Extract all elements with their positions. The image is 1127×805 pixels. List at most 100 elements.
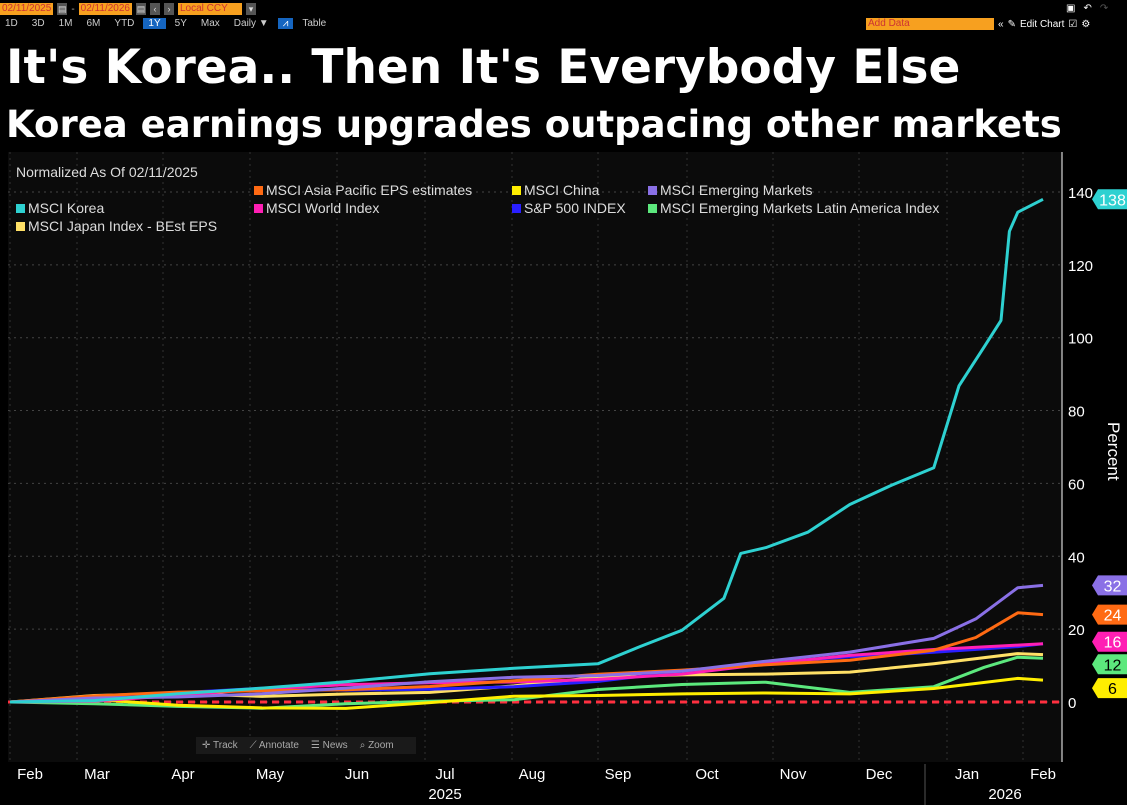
x-tick-label: Jul (435, 766, 454, 783)
series-line-msci-emerging-markets (9, 583, 1044, 704)
legend-label: MSCI Asia Pacific EPS estimates (266, 182, 473, 198)
last-value-label: 24 (1104, 608, 1122, 625)
y-tick-label: 100 (1068, 331, 1093, 348)
x-tick-label: Feb (17, 766, 43, 783)
chevron-down-icon[interactable]: ▾ (245, 3, 256, 15)
range-6m[interactable]: 6M (86, 18, 101, 29)
next-icon[interactable]: › (163, 3, 174, 15)
y-tick-label: 40 (1068, 549, 1085, 566)
range-max[interactable]: Max (200, 18, 220, 29)
edit-chart-button[interactable]: Edit Chart (1019, 18, 1065, 30)
chart-title: It's Korea.. Then It's Everybody Else (6, 40, 961, 95)
last-value-label: 6 (1108, 681, 1117, 698)
last-value-label: 138 (1099, 192, 1126, 209)
range-1m[interactable]: 1M (58, 18, 73, 29)
y-tick-label: 0 (1068, 695, 1076, 712)
pencil-icon: ✎ (1007, 18, 1016, 30)
currency-select[interactable]: Local CCY (177, 3, 242, 15)
tool-track[interactable]: ✛ Track (202, 740, 238, 751)
range-ytd[interactable]: YTD (114, 18, 135, 29)
chart-tools-bar: ✛ Track ⟋ Annotate ☰ News ⌕ Zoom (196, 737, 416, 754)
legend-item[interactable]: MSCI Asia Pacific EPS estimates (254, 182, 472, 198)
x-tick-label: Feb (1030, 766, 1056, 783)
last-value-tag: 138 (1092, 189, 1127, 210)
tool-label: News (322, 740, 348, 751)
legend-item[interactable]: MSCI Japan Index - BEst EPS (16, 218, 217, 234)
y-tick-label: 140 (1068, 185, 1093, 202)
series-line-msci-china (9, 676, 1044, 710)
date-separator: - (71, 3, 75, 15)
tool-annotate[interactable]: ⟋ Annotate (250, 740, 299, 751)
right-toolbar: Add Data « ✎ Edit Chart ☑ ⚙ (866, 18, 1090, 30)
y-tick-label: 60 (1068, 476, 1085, 493)
x-tick-label: Jun (345, 766, 369, 783)
track-icon: ✛ (202, 740, 211, 751)
y-tick-label: 80 (1068, 404, 1085, 421)
tool-news[interactable]: ☰ News (311, 740, 348, 751)
table-button[interactable]: Table (302, 18, 327, 29)
last-value-label: 32 (1104, 578, 1122, 595)
legend-note: Normalized As Of 02/11/2025 (16, 164, 198, 180)
legend-item[interactable]: MSCI Korea (16, 200, 104, 216)
legend-swatch (512, 203, 521, 213)
calendar-icon[interactable]: ▤ (135, 3, 146, 15)
legend-label: MSCI Korea (28, 200, 105, 216)
legend-swatch (254, 203, 263, 213)
prev-icon[interactable]: ‹ (149, 3, 160, 15)
line-chart[interactable]: 0 20 40 60 80 100 120 140 Feb Mar Apr May Jun Jul Aug S… (8, 152, 1127, 805)
zoom-icon: ⌕ (359, 740, 366, 751)
x-tick-label: Jan (955, 766, 979, 783)
range-5y[interactable]: 5Y (174, 18, 187, 29)
y-axis-label: Percent (1104, 422, 1123, 481)
present-icon[interactable]: ▣ (1066, 3, 1076, 14)
x-tick-label: Apr (171, 766, 194, 783)
legend-swatch (16, 221, 25, 231)
y-tick-label: 120 (1068, 258, 1093, 275)
series-line-msci-korea (9, 197, 1044, 704)
end-date-input[interactable]: 02/11/2026 (78, 3, 132, 15)
tool-label: Zoom (368, 740, 394, 751)
frequency-select[interactable]: Daily ▼ (233, 18, 269, 29)
gear-icon[interactable]: ⚙ (1081, 18, 1091, 30)
last-value-tag: 12 (1092, 654, 1127, 675)
last-value-tag: 6 (1092, 678, 1127, 699)
year-label: 2026 (988, 786, 1021, 803)
chart-subtitle: Korea earnings upgrades outpacing other … (6, 103, 1062, 146)
legend-label: S&P 500 INDEX (524, 200, 626, 216)
range-bar: 1D 3D 1M 6M YTD 1Y 5Y Max Daily ▼ ⩘ Table (0, 18, 331, 29)
legend-swatch (16, 203, 25, 213)
legend-item[interactable]: S&P 500 INDEX (512, 200, 626, 216)
x-tick-label: Oct (695, 766, 719, 783)
year-label: 2025 (428, 786, 461, 803)
last-value-label: 16 (1104, 635, 1122, 652)
legend-swatch (648, 203, 657, 213)
calendar-icon[interactable]: ▤ (57, 3, 68, 15)
legend-item[interactable]: MSCI Emerging Markets (648, 182, 812, 198)
edit-icon[interactable]: ☑ (1068, 18, 1078, 30)
undo-icon[interactable]: ↶ (1083, 3, 1092, 14)
range-1y[interactable]: 1Y (143, 18, 166, 29)
range-1d[interactable]: 1D (5, 18, 18, 29)
range-3d[interactable]: 3D (31, 18, 45, 29)
legend-item[interactable]: MSCI China (512, 182, 599, 198)
tool-label: Annotate (258, 740, 299, 751)
tool-zoom[interactable]: ⌕ Zoom (360, 740, 394, 751)
y-tick-label: 20 (1068, 622, 1085, 639)
chart-type-icon[interactable]: ⩘ (277, 18, 294, 29)
legend-item[interactable]: MSCI Emerging Markets Latin America Inde… (648, 200, 939, 216)
legend-label: MSCI Emerging Markets Latin America Inde… (660, 200, 940, 216)
plot-area (8, 152, 1062, 762)
last-value-tag: 24 (1092, 604, 1127, 625)
legend-swatch (648, 185, 657, 195)
legend-item[interactable]: MSCI World Index (254, 200, 379, 216)
window-controls: ▣ ↶ ↷ (1066, 3, 1108, 14)
add-data-input[interactable]: Add Data (866, 18, 994, 30)
redo-icon[interactable]: ↷ (1099, 3, 1109, 14)
x-tick-label: Sep (605, 766, 632, 783)
tool-label: Track (213, 740, 238, 751)
x-tick-label: Dec (866, 766, 893, 783)
collapse-icon[interactable]: « (998, 18, 1004, 30)
start-date-input[interactable]: 02/11/2025 (0, 3, 54, 15)
legend-swatch (512, 185, 521, 195)
last-value-tag: 32 (1092, 575, 1127, 596)
